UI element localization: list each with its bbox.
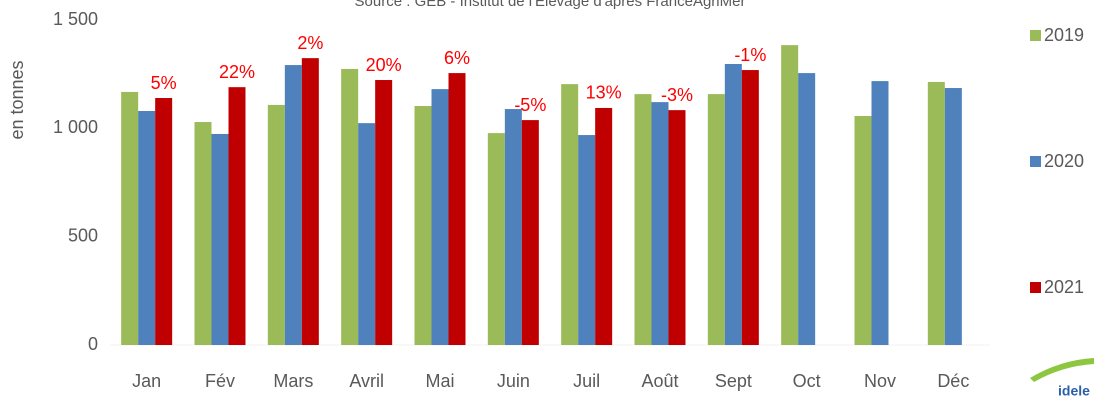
annotation: -3% [661,85,693,105]
bar [448,73,466,345]
x-tick-label: Déc [937,371,969,391]
y-axis-label: en tonnes [7,60,27,139]
bar [194,122,212,345]
bar [595,107,613,345]
x-tick-label: Jan [132,371,161,391]
y-tick-label: 500 [68,225,98,245]
legend-label: 2020 [1044,151,1084,171]
bar [651,102,669,345]
annotation: 2% [297,33,323,53]
legend-swatch [1030,156,1041,167]
annotation: 5% [151,73,177,93]
annotation: -1% [734,45,766,65]
bar [267,104,285,345]
bar [561,84,579,345]
bar [121,91,139,345]
bar [414,106,432,346]
bar [854,115,872,345]
logo-swoosh [1030,358,1094,382]
bar [341,68,359,345]
x-tick-label: Sept [715,371,752,391]
bar [724,63,742,345]
bar [741,70,759,346]
x-tick-label: Oct [793,371,821,391]
bar [798,73,816,345]
annotation: 6% [444,48,470,68]
annotation: -5% [514,95,546,115]
bar [521,120,539,345]
x-tick-label: Mai [425,371,454,391]
annotation: 13% [586,83,622,103]
legend-label: 2021 [1044,277,1084,297]
source: Source : GEB - Institut de l'Elevage d'a… [355,0,746,10]
bar [927,81,945,345]
logo: idele [1030,358,1094,399]
x-tick-label: Fév [205,371,235,391]
x-tick-label: Mars [273,371,313,391]
x-tick-label: Juil [573,371,600,391]
bar [504,109,522,345]
y-tick-label: 1 500 [53,9,98,29]
bar [668,110,686,345]
bar [155,98,173,345]
bar [431,89,449,345]
legend-swatch [1030,282,1041,293]
bar [707,94,725,345]
bar [375,80,393,346]
bar [634,94,652,345]
bar [228,87,246,346]
bar [944,88,962,346]
y-tick-label: 0 [88,334,98,354]
bar [301,58,319,346]
bar [358,123,376,345]
bar [781,45,799,346]
annotation: 22% [219,62,255,82]
bar [138,111,156,345]
legend-swatch [1030,30,1041,41]
x-tick-label: Juin [497,371,530,391]
bar [487,133,505,345]
legend-label: 2019 [1044,25,1084,45]
annotation: 20% [366,55,402,75]
y-tick-label: 1 000 [53,117,98,137]
bar [211,133,229,345]
x-tick-label: Nov [864,371,896,391]
logo-text: idele [1058,383,1090,399]
bar [284,65,302,346]
x-tick-label: Août [641,371,678,391]
bar [578,135,596,345]
x-tick-label: Avril [349,371,384,391]
bar [871,81,889,345]
